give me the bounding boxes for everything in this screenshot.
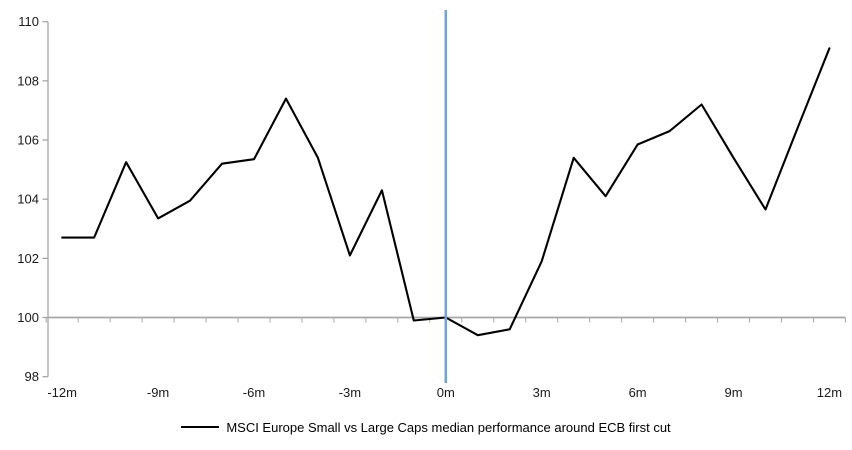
y-axis [42, 21, 49, 378]
y-tick-label: 106 [17, 133, 39, 148]
x-tick-label: -6m [243, 385, 265, 400]
legend-label: MSCI Europe Small vs Large Caps median p… [226, 419, 671, 435]
x-tick-label: 9m [724, 385, 742, 400]
x-tick-label: -9m [147, 385, 169, 400]
line-chart: 98 100 102 104 106 108 110 -12m -9m -6m -3m 0m 3m 6m 9… [17, 10, 846, 400]
x-tick-labels: -12m -9m -6m -3m 0m 3m 6m 9m 12m [47, 385, 842, 400]
x-tick-label: 0m [437, 385, 455, 400]
y-tick-label: 102 [17, 251, 39, 266]
y-tick-label: 110 [18, 14, 39, 29]
x-tick-label: 6m [629, 385, 647, 400]
y-tick-label: 104 [17, 192, 39, 207]
x-tick-label: -3m [339, 385, 361, 400]
y-tick-label: 98 [25, 369, 39, 384]
y-tick-labels: 98 100 102 104 106 108 110 [17, 14, 39, 384]
legend: MSCI Europe Small vs Large Caps median p… [0, 416, 852, 438]
x-tick-label: 12m [817, 385, 842, 400]
x-tick-label: 3m [533, 385, 551, 400]
y-tick-label: 100 [17, 310, 39, 325]
legend-line-swatch [181, 426, 220, 428]
x-tick-label: -12m [47, 385, 77, 400]
y-tick-label: 108 [17, 73, 39, 88]
